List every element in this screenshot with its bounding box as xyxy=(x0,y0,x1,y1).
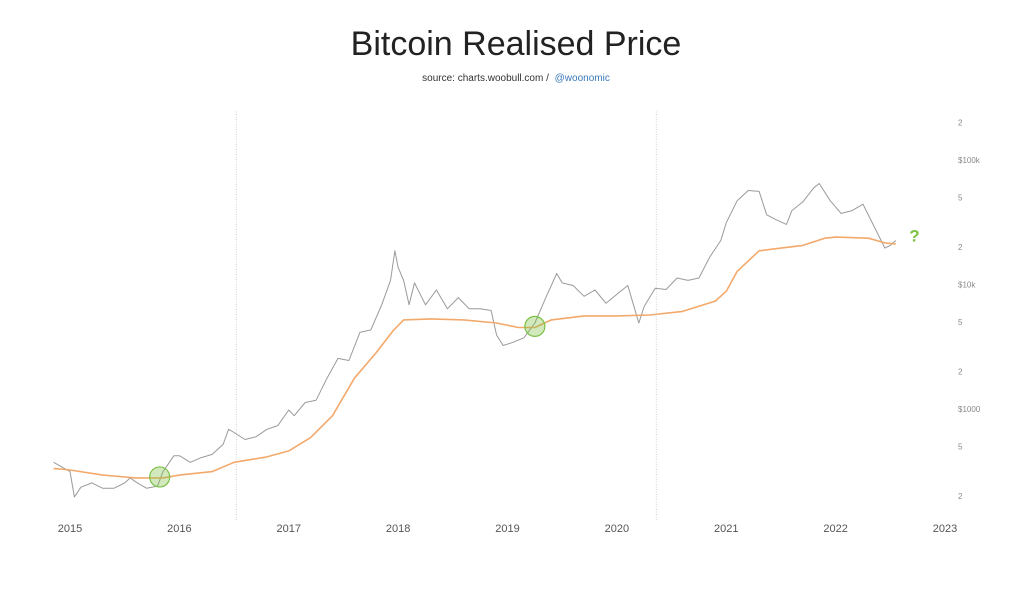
subtitle-source: source: charts.woobull.com / xyxy=(422,73,549,84)
series-line xyxy=(53,236,896,479)
series-line xyxy=(53,183,897,498)
x-tick-label: 2017 xyxy=(277,523,301,535)
highlight-circle xyxy=(524,315,546,337)
x-tick-label: 2018 xyxy=(386,523,410,535)
subtitle-handle[interactable]: @woonomic xyxy=(555,73,610,84)
y-tick-label: $1000 xyxy=(958,405,981,414)
x-tick-label: 2016 xyxy=(167,523,191,535)
y-tick-label: 2 xyxy=(958,119,963,128)
y-tick-label: 2 xyxy=(958,492,963,501)
highlight-circle xyxy=(149,466,171,488)
y-tick-label: 2 xyxy=(958,243,963,252)
y-tick-label: 5 xyxy=(958,318,963,327)
x-tick-label: 2021 xyxy=(714,523,738,535)
chart-title: Bitcoin Realised Price xyxy=(351,25,682,63)
x-tick-label: 2023 xyxy=(933,523,957,535)
x-tick-label: 2019 xyxy=(495,523,519,535)
x-tick-label: 2022 xyxy=(823,523,847,535)
y-tick-label: $10k xyxy=(958,281,976,290)
x-tick-label: 2015 xyxy=(58,523,82,535)
annotation: ? xyxy=(909,227,919,246)
chart-subtitle: source: charts.woobull.com / @woonomic xyxy=(422,73,610,84)
y-tick-label: $100k xyxy=(958,156,981,165)
x-tick-label: 2020 xyxy=(605,523,629,535)
y-tick-label: 5 xyxy=(958,194,963,203)
y-tick-label: 2 xyxy=(958,368,963,377)
y-tick-label: 5 xyxy=(958,443,963,452)
